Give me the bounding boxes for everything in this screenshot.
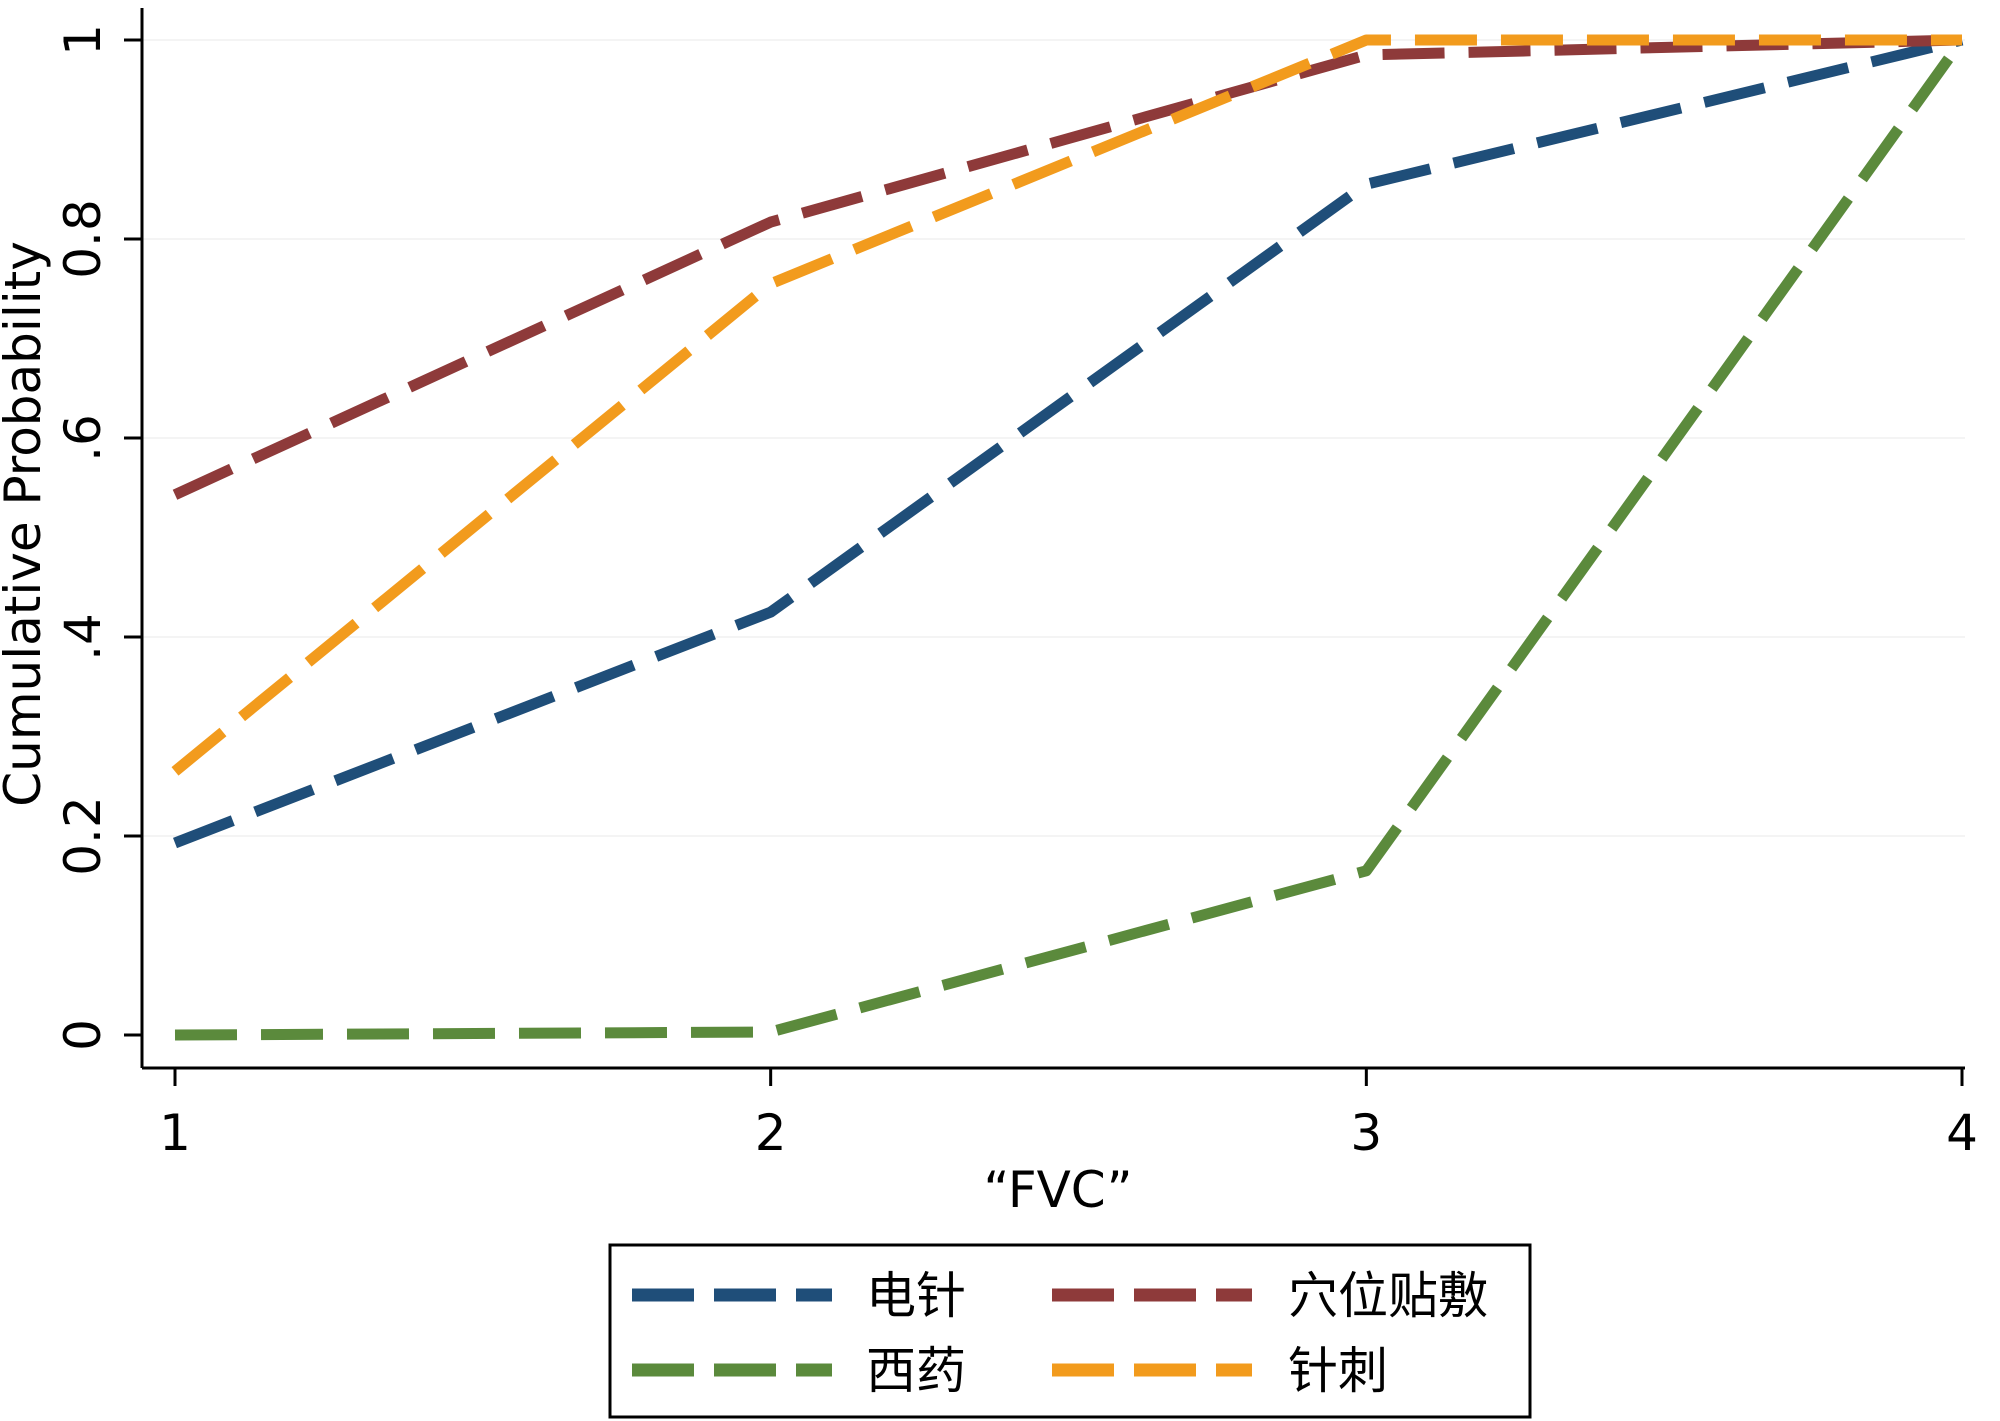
x-tick-label-0: 1 xyxy=(159,1104,191,1162)
legend-label-1: 穴位贴敷 xyxy=(1288,1267,1488,1325)
x-ticks: 1 2 3 4 xyxy=(159,1068,1978,1162)
legend-label-2: 西药 xyxy=(866,1342,966,1400)
y-tick-label-2: .4 xyxy=(54,613,112,661)
x-tick-label-3: 4 xyxy=(1946,1104,1978,1162)
y-tick-label-1: 0.2 xyxy=(54,796,112,876)
series-line-1 xyxy=(172,34,1963,500)
axes xyxy=(140,8,1965,1070)
y-axis-title: Cumulative Probability xyxy=(0,241,52,807)
series-line-2 xyxy=(174,36,1967,1041)
legend-frame xyxy=(608,1243,1532,1419)
y-ticks: 0 0.2 .4 .6 0.8 1 xyxy=(54,24,142,1051)
x-tick-label-2: 3 xyxy=(1350,1104,1382,1162)
legend-label-0: 电针 xyxy=(866,1267,966,1325)
y-tick-label-0: 0 xyxy=(54,1019,112,1051)
series-line-0 xyxy=(173,34,1964,849)
y-tick-label-5: 1 xyxy=(54,24,112,56)
y-tick-label-3: .6 xyxy=(54,414,112,462)
plot-area xyxy=(142,39,1965,837)
legend-label-3: 针刺 xyxy=(1288,1342,1388,1400)
x-tick-label-1: 2 xyxy=(755,1104,787,1162)
x-axis-title: “FVC” xyxy=(983,1161,1132,1219)
y-tick-label-4: 0.8 xyxy=(54,199,112,279)
series-lines xyxy=(171,34,1967,1041)
series-line-3 xyxy=(171,34,1962,776)
